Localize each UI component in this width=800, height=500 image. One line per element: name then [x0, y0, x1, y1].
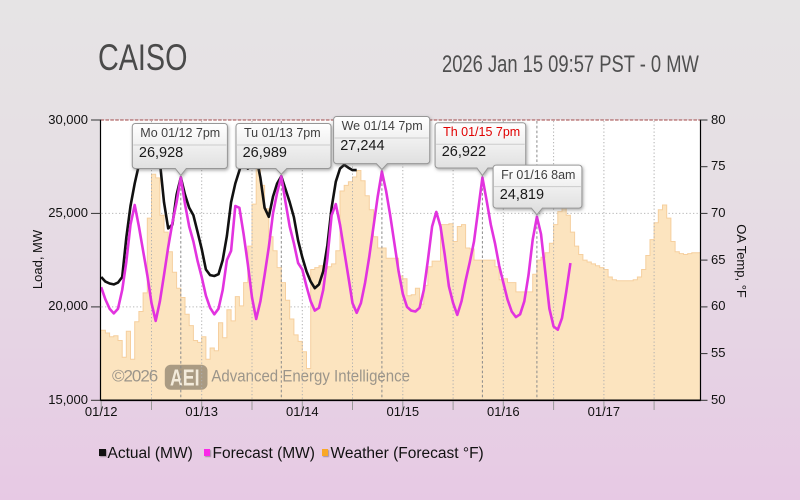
svg-text:©2026: ©2026 [112, 367, 158, 386]
svg-text:Advanced Energy Intelligence: Advanced Energy Intelligence [211, 367, 410, 386]
svg-text:AEI: AEI [170, 365, 200, 391]
